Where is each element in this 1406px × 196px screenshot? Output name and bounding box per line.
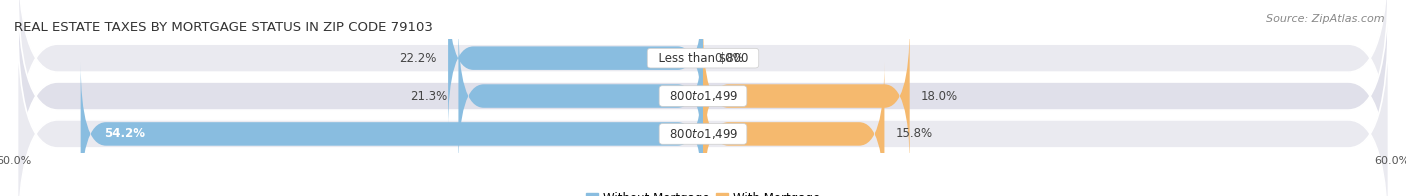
FancyBboxPatch shape <box>17 0 1389 196</box>
Text: 54.2%: 54.2% <box>104 127 145 140</box>
Text: 0.0%: 0.0% <box>714 52 744 65</box>
FancyBboxPatch shape <box>458 24 703 168</box>
Text: 21.3%: 21.3% <box>409 90 447 103</box>
FancyBboxPatch shape <box>703 24 910 168</box>
FancyBboxPatch shape <box>80 62 703 196</box>
Text: 15.8%: 15.8% <box>896 127 934 140</box>
Text: 22.2%: 22.2% <box>399 52 437 65</box>
Text: $800 to $1,499: $800 to $1,499 <box>662 89 744 103</box>
FancyBboxPatch shape <box>17 15 1389 196</box>
Text: Less than $800: Less than $800 <box>651 52 755 65</box>
Text: Source: ZipAtlas.com: Source: ZipAtlas.com <box>1267 14 1385 24</box>
FancyBboxPatch shape <box>449 0 703 130</box>
Legend: Without Mortgage, With Mortgage: Without Mortgage, With Mortgage <box>581 187 825 196</box>
Text: 18.0%: 18.0% <box>921 90 959 103</box>
Text: $800 to $1,499: $800 to $1,499 <box>662 127 744 141</box>
Text: REAL ESTATE TAXES BY MORTGAGE STATUS IN ZIP CODE 79103: REAL ESTATE TAXES BY MORTGAGE STATUS IN … <box>14 21 433 34</box>
FancyBboxPatch shape <box>703 62 884 196</box>
FancyBboxPatch shape <box>17 0 1389 177</box>
